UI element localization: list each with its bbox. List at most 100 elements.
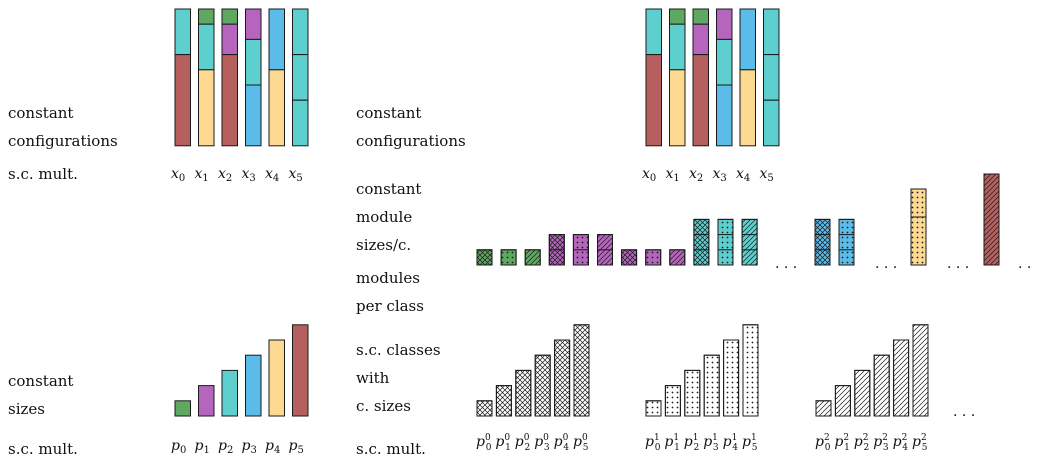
class-0-pattern xyxy=(515,369,532,417)
config-x1-segment xyxy=(198,23,215,71)
class-0-pattern xyxy=(534,354,551,417)
config-label-x0: x0 xyxy=(171,166,185,184)
size-bar-p1 xyxy=(198,385,215,417)
class-label-p3-0: p0 3 xyxy=(534,433,550,453)
size-label-p5: p5 xyxy=(289,438,304,456)
class-label-p5-1: p1 5 xyxy=(742,433,758,453)
class-0-pattern xyxy=(573,324,590,417)
module-pattern xyxy=(645,249,662,266)
left-bottom-label-sc-mult: s.c. mult. xyxy=(8,440,78,458)
class-label-p4-1: p1 4 xyxy=(723,433,739,453)
config-x3-segment xyxy=(245,8,262,40)
right-mid-label-per-class: per class xyxy=(356,297,424,315)
configurations-left: x0 x1 x2 x3 x4 x5 xyxy=(171,8,309,184)
right-mid-label-constant: constant xyxy=(356,180,421,198)
config-x1-segment xyxy=(669,8,686,25)
config-x5-segment xyxy=(763,8,780,56)
config-x3-segment xyxy=(716,38,733,86)
size-bar-p3 xyxy=(245,354,262,417)
config-x5-segment xyxy=(763,54,780,101)
config-label-x2: x2 xyxy=(218,166,232,184)
class-2-pattern xyxy=(873,354,890,417)
right-bottom-label-sc-classes: s.c. classes xyxy=(356,341,441,359)
class-1-pattern xyxy=(703,354,720,417)
class-label-p3-1: p1 3 xyxy=(703,433,719,453)
config-label-x1: x1 xyxy=(195,166,209,184)
config-label-x1: x1 xyxy=(666,166,680,184)
config-x1-segment xyxy=(198,69,215,147)
config-label-x4: x4 xyxy=(736,166,750,184)
class-2-pattern xyxy=(893,339,910,417)
module-pattern xyxy=(500,249,517,266)
size-classes: p0 0 p0 1 p0 2 p0 3 p0 4 p0 5 p1 0 p1 1 p1 2 p1 3 p1 4 p1 5 p2 0 p… xyxy=(476,324,975,453)
config-x5-segment xyxy=(763,99,780,147)
class-1-pattern xyxy=(723,339,740,417)
config-x0-segment xyxy=(645,54,662,147)
modules-row: . . . . . . . . . . . . xyxy=(476,173,1037,272)
module-ellipsis: . . . xyxy=(775,256,797,272)
right-bottom-label-c-sizes: c. sizes xyxy=(356,397,411,415)
config-x2-segment xyxy=(692,54,709,147)
size-bar-p5 xyxy=(292,324,309,417)
class-1-pattern xyxy=(645,400,662,417)
right-top-label-configurations: configurations xyxy=(356,132,466,150)
config-x4-segment xyxy=(268,8,285,71)
class-1-pattern xyxy=(742,324,759,417)
module-pattern-tall xyxy=(983,173,1000,266)
config-label-x3: x3 xyxy=(242,166,256,184)
class-1-pattern xyxy=(684,369,701,417)
module-ellipsis: . . . xyxy=(875,256,897,272)
config-x2-segment xyxy=(221,23,238,56)
class-label-p2-2: p2 2 xyxy=(854,433,869,453)
class-label-p3-2: p2 3 xyxy=(873,433,889,453)
left-bottom-label-constant: constant xyxy=(8,372,73,390)
config-x3-segment xyxy=(245,38,262,86)
config-x3-segment xyxy=(716,84,733,147)
class-0-pattern xyxy=(554,339,571,417)
size-label-p1: p1 xyxy=(195,438,210,456)
module-pattern xyxy=(814,218,831,266)
config-label-x0: x0 xyxy=(642,166,656,184)
module-ellipsis: . . . xyxy=(947,256,969,272)
config-label-x4: x4 xyxy=(265,166,279,184)
size-label-p0: p0 xyxy=(171,438,186,456)
class-label-p5-0: p0 5 xyxy=(573,433,589,453)
size-bar-p2 xyxy=(221,369,238,417)
config-x2-segment xyxy=(692,23,709,56)
config-label-x2: x2 xyxy=(689,166,703,184)
config-x5-segment xyxy=(292,8,309,56)
left-top-label-configurations: configurations xyxy=(8,132,118,150)
config-x3-segment xyxy=(245,84,262,147)
right-mid-label-sizes: sizes/c. xyxy=(356,236,411,254)
class-label-p1-2: p2 1 xyxy=(834,433,849,453)
configurations-right: x0 x1 x2 x3 x4 x5 xyxy=(642,8,780,184)
module-pattern xyxy=(693,218,710,266)
class-0-pattern xyxy=(476,400,493,417)
module-pattern xyxy=(621,249,638,266)
config-x4-segment xyxy=(268,69,285,147)
config-x5-segment xyxy=(292,99,309,147)
class-label-p2-1: p1 2 xyxy=(684,433,699,453)
module-pattern xyxy=(669,249,686,266)
config-x2-segment xyxy=(221,54,238,147)
module-pattern xyxy=(838,218,855,266)
class-2-pattern xyxy=(854,369,871,417)
module-pattern-tall xyxy=(910,188,927,266)
config-x1-segment xyxy=(198,8,215,25)
config-label-x3: x3 xyxy=(713,166,727,184)
right-top-label-constant: constant xyxy=(356,104,421,122)
config-x5-segment xyxy=(292,54,309,101)
class-label-p5-2: p2 5 xyxy=(912,433,928,453)
class-2-pattern xyxy=(815,400,832,417)
size-bar-p4 xyxy=(268,339,285,417)
right-bottom-label-with: with xyxy=(356,369,390,387)
class-label-p0-2: p2 0 xyxy=(815,433,831,453)
module-pattern xyxy=(476,249,493,266)
module-pattern xyxy=(741,218,758,266)
class-0-pattern xyxy=(495,385,512,417)
class-2-pattern xyxy=(912,324,929,417)
right-mid-label-module: module xyxy=(356,208,412,226)
class-2-pattern xyxy=(834,385,851,417)
class-1-pattern xyxy=(664,385,681,417)
